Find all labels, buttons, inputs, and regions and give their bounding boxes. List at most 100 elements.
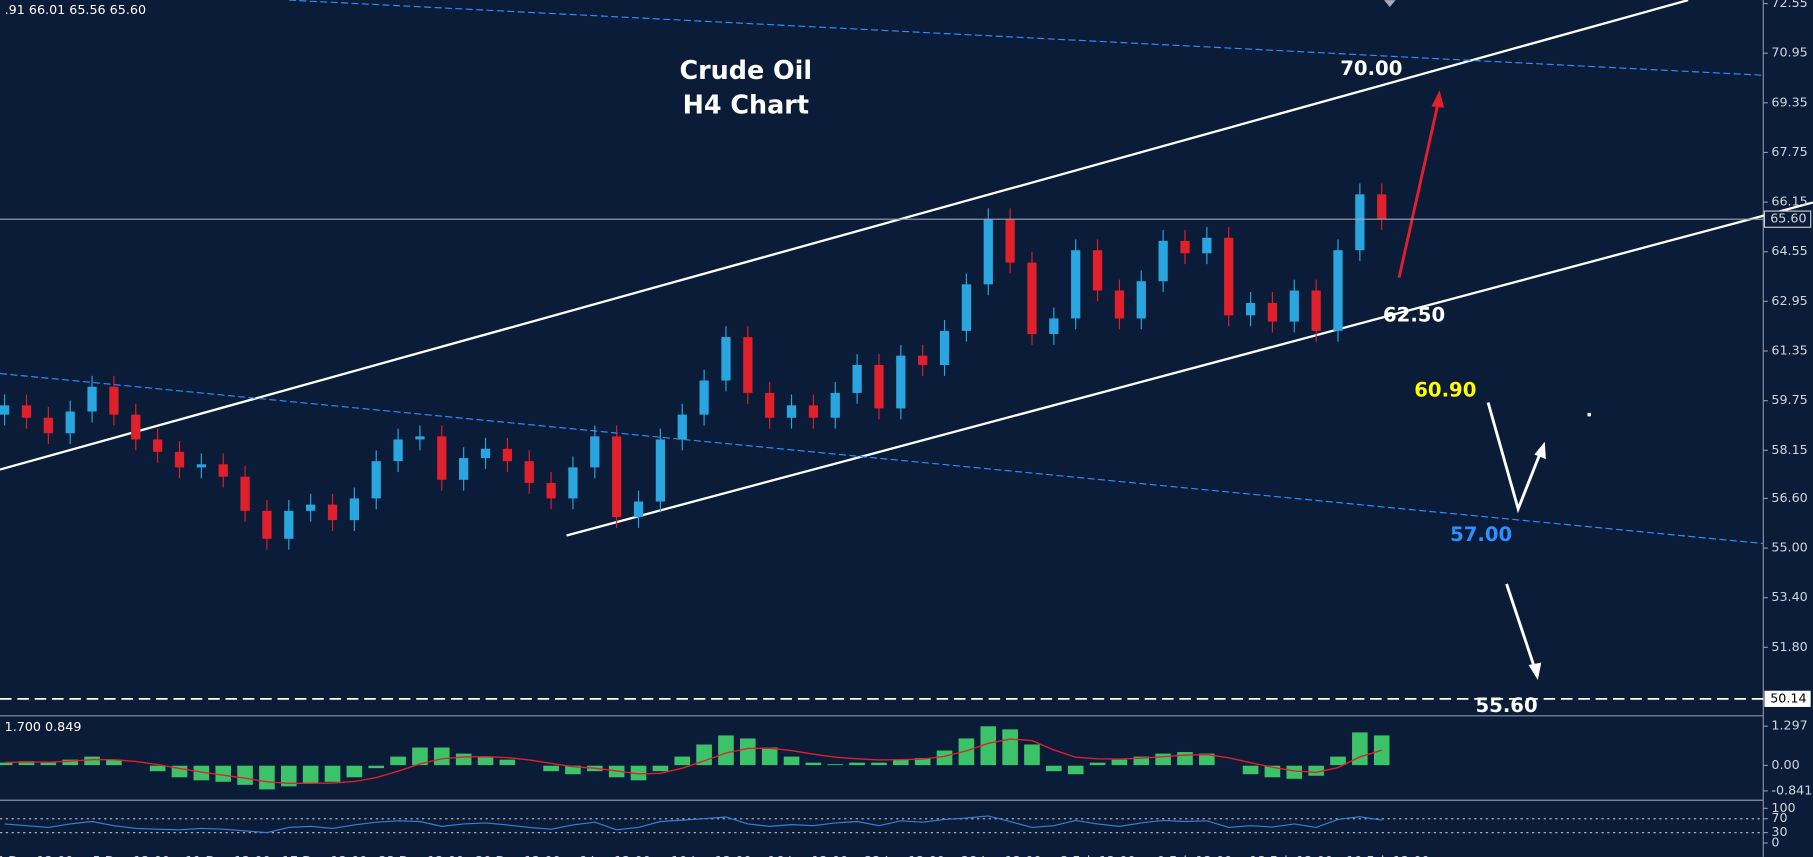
candle-body: [393, 439, 403, 462]
macd-bar: [411, 746, 429, 766]
macd-bar: [1023, 743, 1041, 766]
macd-bar: [826, 763, 844, 766]
annotation: 60.90: [1414, 378, 1476, 401]
y-tick-label: 30: [1771, 824, 1787, 839]
x-tick-label: 28 Jan 12:00: [961, 853, 1041, 857]
annotation: 55.60: [1476, 694, 1538, 717]
y-tick-label: 1.297: [1771, 718, 1807, 733]
x-tick-label: 30 Dec 12:00: [475, 853, 560, 857]
macd-bar: [739, 737, 757, 766]
macd-bar: [520, 765, 538, 767]
y-tick-label: 66.15: [1771, 194, 1807, 209]
macd-bar: [914, 757, 932, 766]
macd-bar: [258, 765, 276, 790]
macd-bar: [83, 756, 101, 766]
annotation: 57.00: [1450, 523, 1512, 546]
candle-body: [415, 436, 425, 440]
y-tick-label: 70.95: [1771, 45, 1807, 60]
arrow-head: [1431, 90, 1445, 108]
macd-bar: [18, 760, 35, 766]
candle-body: [1027, 262, 1037, 334]
y-tick-label: 67.75: [1771, 144, 1807, 159]
x-tick-label: 13 Feb 12:00: [1250, 853, 1333, 857]
x-tick-label: 22 Jan 12:00: [864, 853, 944, 857]
macd-bar: [1067, 765, 1085, 775]
dot: [1587, 412, 1591, 417]
x-tick-label: 5 Dec 12:00: [93, 853, 170, 857]
candle-body: [1114, 290, 1125, 319]
candle-body: [1377, 194, 1387, 220]
y-tick-label: 0.00: [1771, 757, 1799, 772]
macd-bar: [477, 756, 494, 766]
current-price-label: 65.60: [1770, 211, 1806, 226]
header: .91 66.01 65.56 65.60: [5, 2, 146, 17]
candle-body: [961, 284, 972, 331]
candle-body: [612, 436, 622, 518]
candle-body: [1092, 250, 1103, 291]
candle-body: [524, 461, 534, 483]
candle-body: [830, 392, 840, 418]
title: Crude Oil: [679, 55, 812, 85]
macd-bar: [236, 765, 254, 786]
arrow-head: [1528, 662, 1542, 680]
macd-header: 1.700 0.849: [5, 719, 82, 734]
macd-bar: [0, 762, 14, 766]
candle-body: [502, 448, 512, 462]
y-tick-label: 58.15: [1771, 442, 1807, 457]
y-tick-label: 70: [1771, 810, 1787, 825]
candle-body: [371, 461, 381, 499]
macd-bar: [61, 759, 79, 766]
candle-body: [896, 355, 906, 409]
x-tick-label: 16 Jan 12:00: [768, 853, 848, 857]
y-tick-label: 62.95: [1771, 293, 1807, 308]
candle-body: [1136, 281, 1146, 319]
macd-bar: [958, 737, 975, 766]
macd-bar: [127, 765, 145, 767]
candle-body: [87, 386, 97, 412]
candle-body: [0, 405, 10, 415]
candle-body: [1355, 194, 1365, 251]
channel-lower: [566, 201, 1813, 537]
candle-body: [1180, 240, 1190, 254]
x-tick-label: 11 Dec 12:00: [185, 853, 270, 857]
candle-body: [590, 436, 600, 468]
candle-body: [349, 498, 359, 521]
candle-body: [284, 510, 294, 539]
candle-body: [43, 417, 53, 434]
candle-body: [153, 439, 163, 452]
macd-bar: [1176, 751, 1194, 766]
candle-body: [327, 504, 338, 521]
macd-bar: [1285, 765, 1303, 780]
candle-body: [1245, 302, 1256, 316]
arrow-head: [1534, 441, 1546, 460]
y-tick-label: 53.40: [1771, 589, 1807, 604]
macd-bar: [542, 765, 560, 772]
y-tick-label: 55.00: [1771, 540, 1807, 555]
candle-body: [765, 392, 775, 418]
macd-bar: [564, 765, 582, 775]
macd-bar: [302, 765, 320, 784]
macd-bar: [1089, 762, 1106, 766]
candle-body: [633, 501, 644, 518]
macd-bar: [367, 765, 385, 769]
y-tick-label: 100: [1771, 800, 1795, 815]
candle-body: [699, 380, 709, 415]
macd-bar: [652, 765, 669, 772]
signal-line: [4, 738, 1382, 785]
level-label: 50.14: [1770, 690, 1806, 705]
x-tick-label: 23 Dec 12:00: [379, 853, 464, 857]
arrow-up: [1397, 101, 1440, 278]
y-tick-label: 69.35: [1771, 94, 1807, 109]
candle-body: [480, 448, 491, 459]
x-tick-label: 4 Dec 12:00: [0, 853, 73, 857]
candle-body: [677, 414, 687, 440]
candle-body: [568, 467, 578, 499]
macd-bar: [1001, 728, 1019, 766]
macd-bar: [324, 765, 341, 783]
macd-bar: [39, 762, 57, 766]
arrows: [1397, 90, 1546, 680]
macd-bar: [1045, 765, 1063, 772]
macd-bar: [1329, 756, 1347, 766]
macd-bar: [717, 734, 735, 766]
